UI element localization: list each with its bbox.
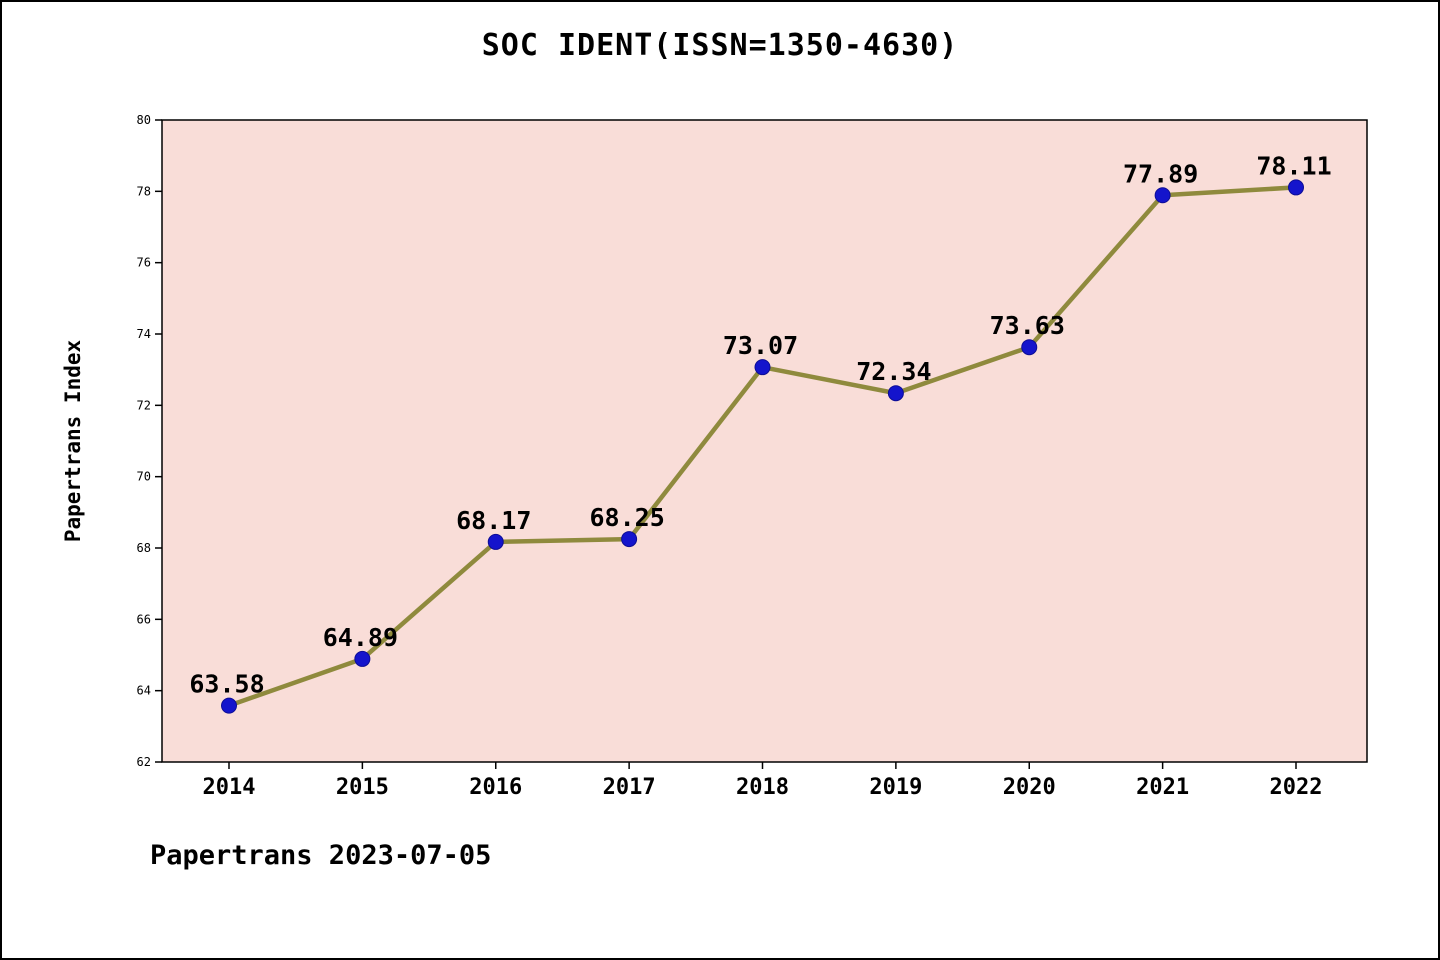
- svg-text:63.58: 63.58: [189, 670, 264, 699]
- series-papertrans-index: [221, 179, 1304, 714]
- data-point: [1288, 179, 1304, 196]
- data-point: [1154, 187, 1171, 204]
- svg-text:78.11: 78.11: [1256, 151, 1331, 180]
- svg-text:80: 80: [137, 113, 151, 127]
- y-axis-label: Papertrans Index: [61, 340, 85, 543]
- svg-text:2015: 2015: [336, 775, 389, 800]
- svg-text:76: 76: [137, 256, 151, 270]
- data-point: [487, 533, 504, 550]
- svg-text:2021: 2021: [1136, 775, 1189, 800]
- svg-text:68.25: 68.25: [589, 503, 664, 532]
- data-labels: 63.58 64.89 68.17 68.25 73.07 72.34 73.63 77.89…: [189, 151, 1331, 698]
- svg-text:2016: 2016: [469, 775, 522, 800]
- x-axis: 2014 2015 2016 2017 2018 2019 2020 2021 2022: [203, 762, 1323, 800]
- data-point: [887, 385, 904, 402]
- svg-text:2017: 2017: [603, 775, 656, 800]
- svg-text:2020: 2020: [1003, 775, 1056, 800]
- data-point: [1021, 339, 1038, 356]
- svg-text:62: 62: [137, 755, 151, 769]
- footer-watermark: Papertrans 2023-07-05: [150, 840, 492, 871]
- svg-text:64.89: 64.89: [323, 623, 398, 652]
- chart-title: SOC IDENT(ISSN=1350-4630): [481, 28, 959, 63]
- svg-text:72: 72: [137, 398, 151, 412]
- svg-text:74: 74: [137, 327, 151, 341]
- svg-text:64: 64: [137, 684, 151, 698]
- svg-text:73.63: 73.63: [990, 311, 1065, 340]
- data-point: [221, 697, 237, 714]
- data-point: [621, 531, 638, 548]
- y-axis: 62 64 66 68 70 72 74 76 78 80: [137, 113, 162, 769]
- data-point: [354, 650, 371, 667]
- svg-text:77.89: 77.89: [1123, 159, 1198, 188]
- svg-text:68: 68: [137, 541, 151, 555]
- svg-text:78: 78: [137, 184, 151, 198]
- svg-text:66: 66: [137, 612, 151, 626]
- svg-text:2022: 2022: [1270, 775, 1323, 800]
- svg-text:2018: 2018: [736, 775, 789, 800]
- svg-text:2014: 2014: [203, 775, 256, 800]
- svg-text:72.34: 72.34: [856, 357, 931, 386]
- svg-text:68.17: 68.17: [456, 506, 531, 535]
- svg-text:70: 70: [137, 470, 151, 484]
- svg-text:73.07: 73.07: [723, 331, 798, 360]
- svg-text:2019: 2019: [869, 775, 922, 800]
- data-point: [754, 359, 771, 376]
